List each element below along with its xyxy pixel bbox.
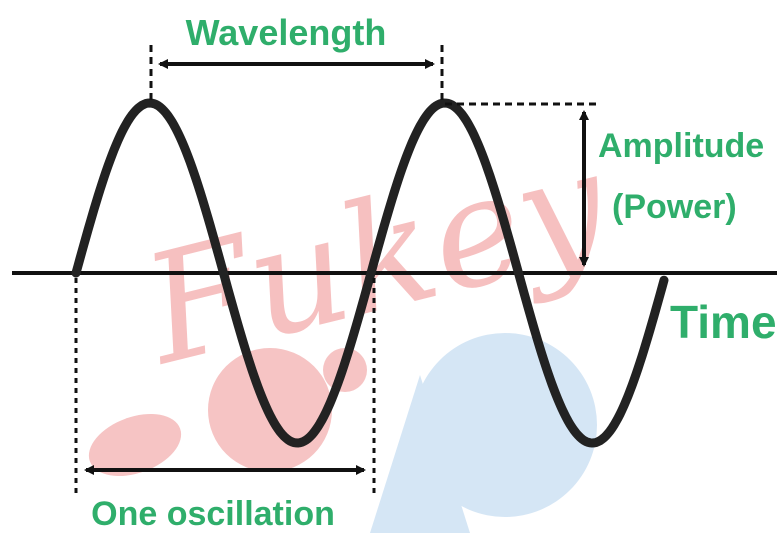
- sine-wave: [71, 98, 669, 448]
- wavelength-label: Wavelength: [186, 12, 387, 53]
- watermark-red-blob: [88, 413, 182, 477]
- power-label: (Power): [612, 188, 737, 226]
- time-label: Time: [670, 296, 777, 348]
- amplitude-label: Amplitude: [598, 127, 764, 165]
- watermark-blue-shape: [370, 375, 470, 533]
- one-oscillation-label: One oscillation: [91, 495, 335, 533]
